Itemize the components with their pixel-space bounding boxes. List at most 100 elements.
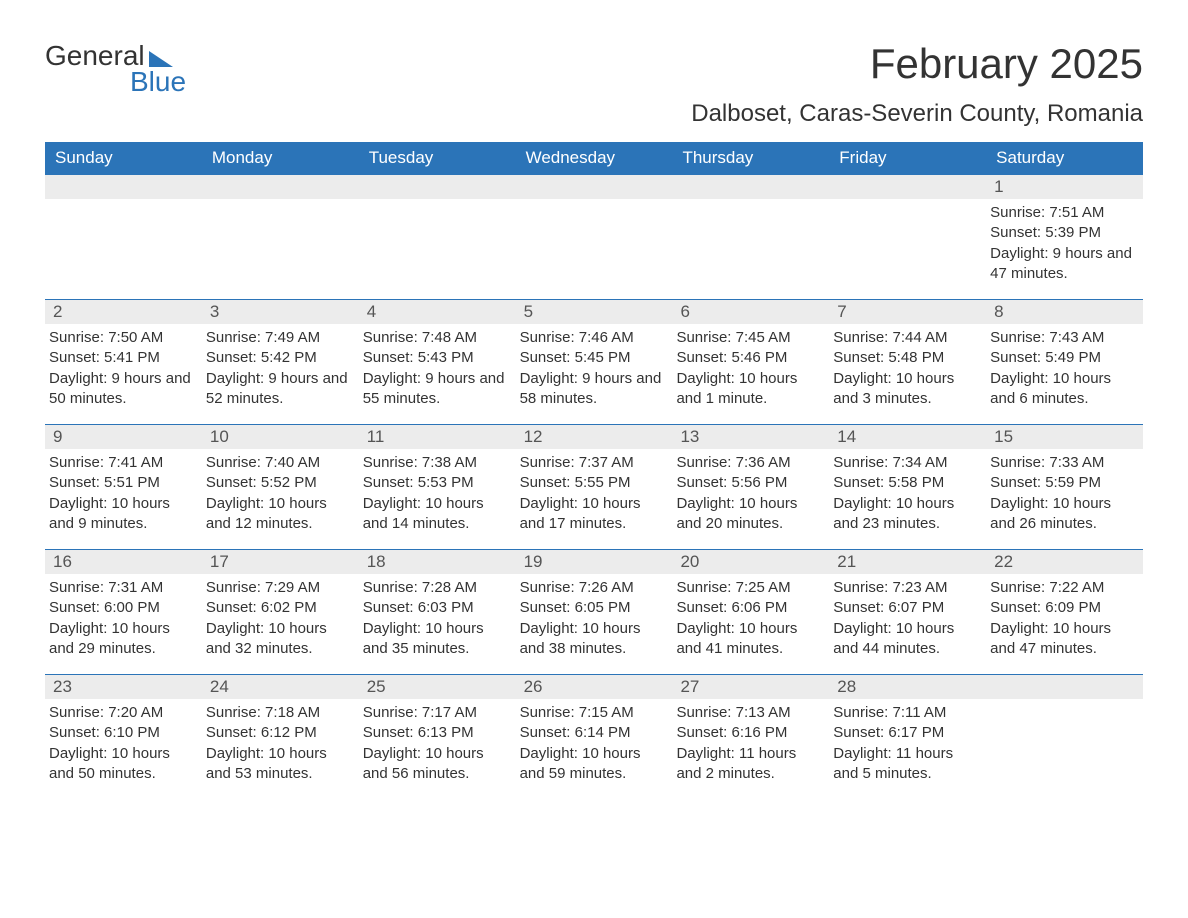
daylight-text: Daylight: 10 hours and 14 minutes. bbox=[363, 494, 510, 535]
sunrise-text: Sunrise: 7:38 AM bbox=[363, 453, 510, 473]
sunset-text: Sunset: 6:06 PM bbox=[676, 598, 823, 618]
daylight-text: Daylight: 9 hours and 50 minutes. bbox=[49, 369, 196, 410]
sunset-text: Sunset: 6:12 PM bbox=[206, 723, 353, 743]
calendar-day: 13Sunrise: 7:36 AMSunset: 5:56 PMDayligh… bbox=[672, 425, 829, 535]
day-number: 12 bbox=[516, 425, 673, 449]
day-number: 16 bbox=[45, 550, 202, 574]
day-number: 6 bbox=[672, 300, 829, 324]
calendar-day bbox=[829, 175, 986, 285]
daylight-text: Daylight: 10 hours and 17 minutes. bbox=[520, 494, 667, 535]
sunset-text: Sunset: 5:48 PM bbox=[833, 348, 980, 368]
calendar-day: 18Sunrise: 7:28 AMSunset: 6:03 PMDayligh… bbox=[359, 550, 516, 660]
sunrise-text: Sunrise: 7:49 AM bbox=[206, 328, 353, 348]
day-number: 28 bbox=[829, 675, 986, 699]
day-data: Sunrise: 7:45 AMSunset: 5:46 PMDaylight:… bbox=[672, 324, 829, 409]
daylight-text: Daylight: 10 hours and 35 minutes. bbox=[363, 619, 510, 660]
title-block: February 2025 Dalboset, Caras-Severin Co… bbox=[691, 40, 1143, 128]
day-number: 9 bbox=[45, 425, 202, 449]
day-number: 22 bbox=[986, 550, 1143, 574]
calendar-day: 20Sunrise: 7:25 AMSunset: 6:06 PMDayligh… bbox=[672, 550, 829, 660]
calendar-day: 27Sunrise: 7:13 AMSunset: 6:16 PMDayligh… bbox=[672, 675, 829, 785]
sunrise-text: Sunrise: 7:29 AM bbox=[206, 578, 353, 598]
day-number: 26 bbox=[516, 675, 673, 699]
weekday-header: Friday bbox=[829, 142, 986, 174]
day-data: Sunrise: 7:43 AMSunset: 5:49 PMDaylight:… bbox=[986, 324, 1143, 409]
location-subtitle: Dalboset, Caras-Severin County, Romania bbox=[691, 100, 1143, 128]
sunrise-text: Sunrise: 7:41 AM bbox=[49, 453, 196, 473]
calendar-day: 14Sunrise: 7:34 AMSunset: 5:58 PMDayligh… bbox=[829, 425, 986, 535]
daylight-text: Daylight: 10 hours and 3 minutes. bbox=[833, 369, 980, 410]
logo-text-blue: Blue bbox=[130, 66, 186, 98]
day-data: Sunrise: 7:50 AMSunset: 5:41 PMDaylight:… bbox=[45, 324, 202, 409]
day-number bbox=[516, 175, 673, 199]
calendar-day: 2Sunrise: 7:50 AMSunset: 5:41 PMDaylight… bbox=[45, 300, 202, 410]
calendar-day: 12Sunrise: 7:37 AMSunset: 5:55 PMDayligh… bbox=[516, 425, 673, 535]
calendar-day: 5Sunrise: 7:46 AMSunset: 5:45 PMDaylight… bbox=[516, 300, 673, 410]
calendar-week: 16Sunrise: 7:31 AMSunset: 6:00 PMDayligh… bbox=[45, 549, 1143, 660]
day-number: 8 bbox=[986, 300, 1143, 324]
sunset-text: Sunset: 5:45 PM bbox=[520, 348, 667, 368]
sunset-text: Sunset: 5:39 PM bbox=[990, 223, 1137, 243]
sunrise-text: Sunrise: 7:37 AM bbox=[520, 453, 667, 473]
day-number: 1 bbox=[986, 175, 1143, 199]
daylight-text: Daylight: 10 hours and 50 minutes. bbox=[49, 744, 196, 785]
calendar-day: 15Sunrise: 7:33 AMSunset: 5:59 PMDayligh… bbox=[986, 425, 1143, 535]
day-number: 24 bbox=[202, 675, 359, 699]
sunset-text: Sunset: 5:42 PM bbox=[206, 348, 353, 368]
sunset-text: Sunset: 6:07 PM bbox=[833, 598, 980, 618]
calendar-week: 9Sunrise: 7:41 AMSunset: 5:51 PMDaylight… bbox=[45, 424, 1143, 535]
sunset-text: Sunset: 6:16 PM bbox=[676, 723, 823, 743]
day-data: Sunrise: 7:13 AMSunset: 6:16 PMDaylight:… bbox=[672, 699, 829, 784]
sunset-text: Sunset: 5:41 PM bbox=[49, 348, 196, 368]
sunset-text: Sunset: 6:10 PM bbox=[49, 723, 196, 743]
day-number: 20 bbox=[672, 550, 829, 574]
sunrise-text: Sunrise: 7:22 AM bbox=[990, 578, 1137, 598]
day-number: 5 bbox=[516, 300, 673, 324]
day-data: Sunrise: 7:44 AMSunset: 5:48 PMDaylight:… bbox=[829, 324, 986, 409]
calendar-week: 2Sunrise: 7:50 AMSunset: 5:41 PMDaylight… bbox=[45, 299, 1143, 410]
day-number: 10 bbox=[202, 425, 359, 449]
sunrise-text: Sunrise: 7:43 AM bbox=[990, 328, 1137, 348]
sunset-text: Sunset: 5:59 PM bbox=[990, 473, 1137, 493]
day-number: 15 bbox=[986, 425, 1143, 449]
day-number: 7 bbox=[829, 300, 986, 324]
day-number bbox=[672, 175, 829, 199]
daylight-text: Daylight: 10 hours and 1 minute. bbox=[676, 369, 823, 410]
sunset-text: Sunset: 5:52 PM bbox=[206, 473, 353, 493]
day-data: Sunrise: 7:34 AMSunset: 5:58 PMDaylight:… bbox=[829, 449, 986, 534]
calendar-day: 26Sunrise: 7:15 AMSunset: 6:14 PMDayligh… bbox=[516, 675, 673, 785]
day-number bbox=[829, 175, 986, 199]
sunrise-text: Sunrise: 7:50 AM bbox=[49, 328, 196, 348]
sunset-text: Sunset: 6:13 PM bbox=[363, 723, 510, 743]
daylight-text: Daylight: 10 hours and 12 minutes. bbox=[206, 494, 353, 535]
day-data: Sunrise: 7:15 AMSunset: 6:14 PMDaylight:… bbox=[516, 699, 673, 784]
day-number: 27 bbox=[672, 675, 829, 699]
calendar-day: 7Sunrise: 7:44 AMSunset: 5:48 PMDaylight… bbox=[829, 300, 986, 410]
day-number: 25 bbox=[359, 675, 516, 699]
calendar-day bbox=[202, 175, 359, 285]
calendar-day bbox=[359, 175, 516, 285]
calendar-day bbox=[986, 675, 1143, 785]
weekday-header: Sunday bbox=[45, 142, 202, 174]
calendar-day: 17Sunrise: 7:29 AMSunset: 6:02 PMDayligh… bbox=[202, 550, 359, 660]
sunset-text: Sunset: 6:02 PM bbox=[206, 598, 353, 618]
sunrise-text: Sunrise: 7:28 AM bbox=[363, 578, 510, 598]
sunrise-text: Sunrise: 7:40 AM bbox=[206, 453, 353, 473]
daylight-text: Daylight: 10 hours and 9 minutes. bbox=[49, 494, 196, 535]
daylight-text: Daylight: 9 hours and 47 minutes. bbox=[990, 244, 1137, 285]
calendar-day: 22Sunrise: 7:22 AMSunset: 6:09 PMDayligh… bbox=[986, 550, 1143, 660]
daylight-text: Daylight: 10 hours and 47 minutes. bbox=[990, 619, 1137, 660]
daylight-text: Daylight: 10 hours and 26 minutes. bbox=[990, 494, 1137, 535]
calendar-day: 21Sunrise: 7:23 AMSunset: 6:07 PMDayligh… bbox=[829, 550, 986, 660]
day-number: 13 bbox=[672, 425, 829, 449]
daylight-text: Daylight: 9 hours and 55 minutes. bbox=[363, 369, 510, 410]
calendar-day bbox=[45, 175, 202, 285]
sunset-text: Sunset: 6:00 PM bbox=[49, 598, 196, 618]
sunrise-text: Sunrise: 7:17 AM bbox=[363, 703, 510, 723]
day-data: Sunrise: 7:23 AMSunset: 6:07 PMDaylight:… bbox=[829, 574, 986, 659]
day-data: Sunrise: 7:17 AMSunset: 6:13 PMDaylight:… bbox=[359, 699, 516, 784]
day-data: Sunrise: 7:22 AMSunset: 6:09 PMDaylight:… bbox=[986, 574, 1143, 659]
logo: General Blue bbox=[45, 40, 186, 98]
calendar-day: 23Sunrise: 7:20 AMSunset: 6:10 PMDayligh… bbox=[45, 675, 202, 785]
daylight-text: Daylight: 10 hours and 32 minutes. bbox=[206, 619, 353, 660]
